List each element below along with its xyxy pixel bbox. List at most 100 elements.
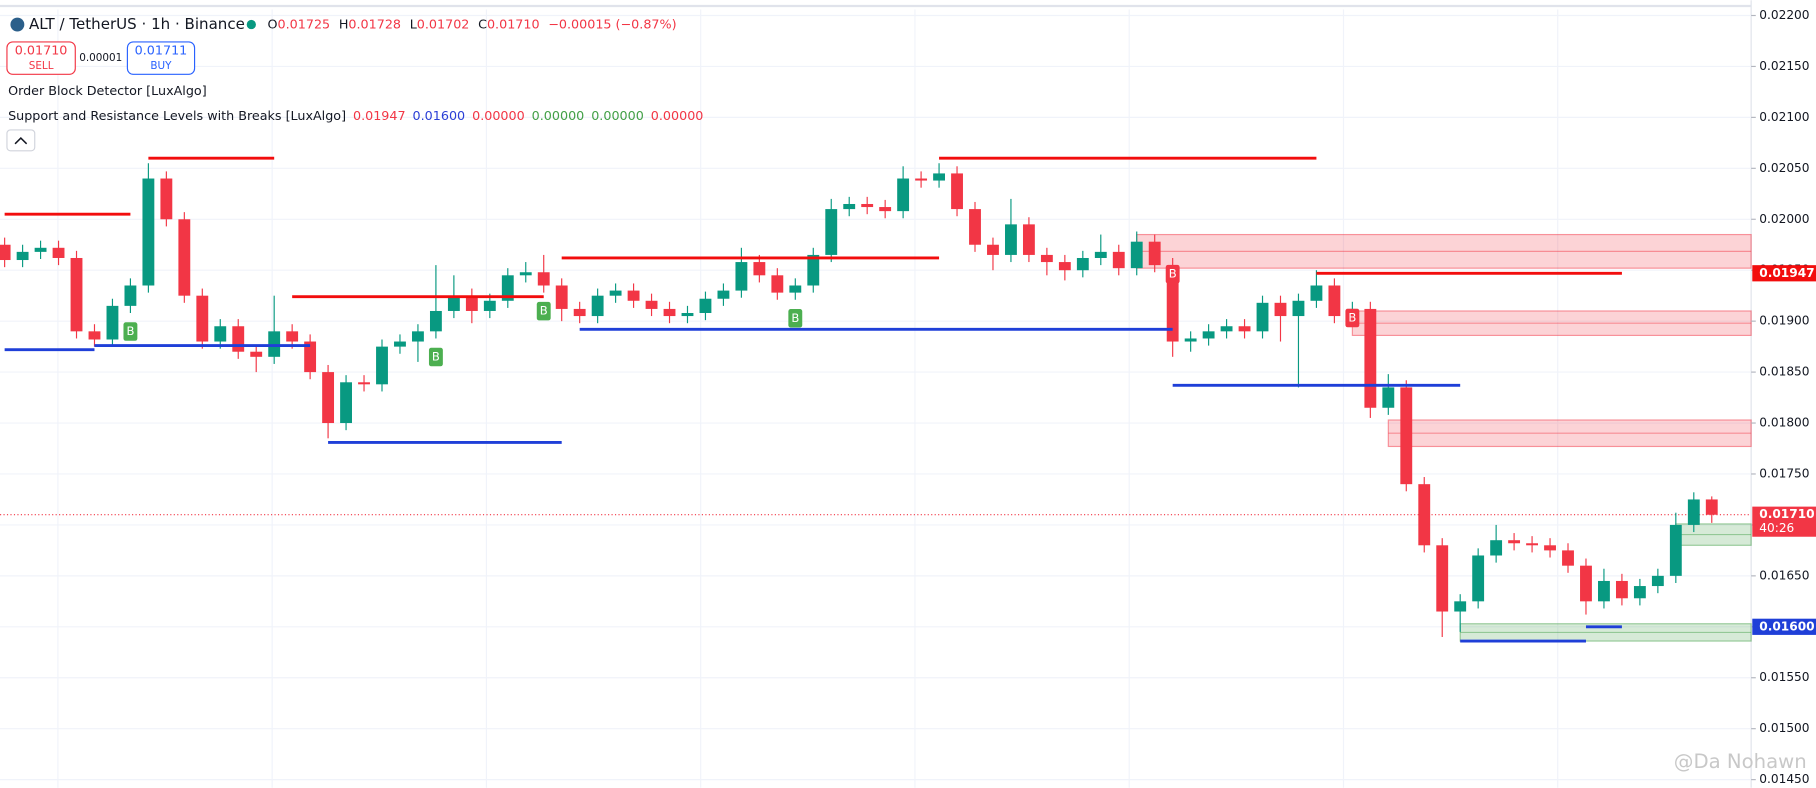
candle-body	[735, 262, 748, 291]
spread: 0.00001	[79, 52, 122, 64]
ohlc-value: 0.01725	[278, 17, 331, 32]
candle-body	[789, 285, 802, 293]
candle-body	[1669, 524, 1682, 576]
candle-body	[1490, 540, 1503, 556]
candle-body	[1148, 241, 1161, 266]
candle-body	[1130, 241, 1143, 269]
candle-body	[1022, 224, 1035, 255]
candle-body	[663, 308, 676, 317]
candle-body	[214, 326, 227, 342]
watermark: @Da Nohawn	[1674, 750, 1807, 773]
sell-price[interactable]: 0.01710	[15, 44, 68, 59]
candle-body	[1382, 387, 1395, 408]
candle-body	[825, 209, 838, 255]
candle-body	[196, 295, 209, 342]
buy-button[interactable]	[126, 41, 196, 75]
break-signal-label: B	[1348, 311, 1356, 325]
break-signal	[1165, 264, 1180, 284]
candle-body	[465, 295, 478, 311]
candle-body	[1418, 484, 1431, 546]
price-tag	[1752, 506, 1816, 537]
candle-body	[447, 295, 460, 311]
candle-body	[879, 207, 892, 212]
indicator-value: 0.01600	[413, 109, 466, 124]
candle-body	[1076, 257, 1089, 271]
candle-body	[394, 341, 406, 347]
candle-body	[537, 272, 550, 286]
candle-body	[124, 285, 137, 306]
candle-body	[160, 178, 173, 220]
candle-body	[16, 251, 29, 261]
price-tag-label: 0.01947	[1759, 266, 1814, 280]
y-tick-label: 0.01550	[1759, 670, 1809, 684]
candle-body	[88, 331, 101, 340]
price-axis: 0.02200 0.02150 0.02100 0.02050 0.02000 0.019…	[1751, 8, 1816, 786]
candle-body	[142, 178, 155, 286]
candle-body	[340, 382, 352, 424]
candle-body	[1526, 543, 1538, 546]
plot: B B B B B B	[0, 156, 1752, 643]
candle-body	[286, 331, 299, 342]
buy-price[interactable]: 0.01711	[135, 44, 188, 59]
ohlc-value: 0.01702	[417, 17, 470, 32]
candle-body	[70, 257, 83, 332]
price-tag	[1752, 618, 1816, 635]
indicator-value: 0.00000	[472, 109, 525, 124]
break-signal	[428, 347, 443, 367]
ohlc: O0.01725 H0.01728 L0.01702 C0.01710 −0.0…	[268, 17, 677, 32]
candle-body	[951, 173, 963, 210]
candle-body	[1005, 224, 1017, 255]
candle-body	[322, 372, 335, 424]
candle-body	[34, 247, 47, 252]
symbol[interactable]: ALT / TetherUS · 1h · Binance	[29, 15, 245, 33]
candle-body	[897, 178, 910, 212]
ohlc-label: C	[478, 17, 487, 32]
candle-body	[250, 351, 263, 357]
candle-body	[753, 262, 766, 276]
candle-body	[429, 310, 442, 332]
y-tick-label: 0.01800	[1759, 416, 1809, 430]
candle-body	[555, 285, 568, 309]
sell-button[interactable]	[6, 41, 76, 75]
candle-body	[933, 173, 945, 181]
candle-body	[969, 209, 981, 245]
candle-body	[1256, 302, 1269, 332]
candle-body	[843, 203, 856, 210]
candle-body	[861, 203, 874, 208]
indicator-name[interactable]: Support and Resistance Levels with Break…	[8, 109, 346, 124]
candle-body	[1202, 331, 1215, 339]
candle-body	[1166, 265, 1179, 342]
candle-body	[681, 313, 694, 317]
y-tick-label: 0.01500	[1759, 721, 1809, 735]
indicator-name[interactable]: Order Block Detector [LuxAlgo]	[8, 84, 207, 99]
candle-body	[232, 326, 245, 352]
candle-body	[501, 275, 514, 301]
candle-body	[1705, 499, 1718, 515]
candle-body	[1580, 565, 1592, 602]
y-tick-label: 0.01650	[1759, 568, 1809, 582]
y-tick-label: 0.02200	[1759, 8, 1809, 22]
candle-body	[0, 244, 11, 261]
indicator-value: 0.00000	[651, 109, 704, 124]
order-block	[1136, 233, 1752, 269]
candle-body	[1220, 326, 1233, 332]
candle-body	[519, 272, 532, 276]
collapse-icon	[14, 136, 28, 145]
break-signal-label: B	[432, 350, 440, 364]
candle-body	[1651, 575, 1664, 587]
candle-body	[1292, 300, 1305, 317]
sell-label[interactable]: SELL	[29, 60, 54, 72]
candle-body	[1274, 302, 1287, 317]
candle-body	[573, 308, 586, 317]
buy-label[interactable]: BUY	[150, 60, 172, 72]
candle-body	[699, 298, 712, 314]
collapse-button[interactable]	[6, 129, 36, 152]
break-signal-label: B	[791, 311, 799, 325]
candle-body	[645, 300, 658, 309]
candle-body	[915, 178, 928, 181]
ohlc-label: L	[410, 17, 418, 32]
candle-body	[1454, 601, 1467, 612]
